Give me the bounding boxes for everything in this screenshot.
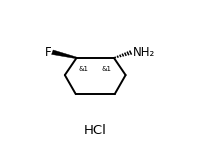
Text: NH₂: NH₂ (132, 46, 154, 59)
Text: F: F (45, 46, 51, 59)
Polygon shape (51, 50, 76, 59)
Text: HCl: HCl (83, 124, 106, 137)
Text: &1: &1 (101, 66, 111, 72)
Text: &1: &1 (78, 66, 88, 72)
